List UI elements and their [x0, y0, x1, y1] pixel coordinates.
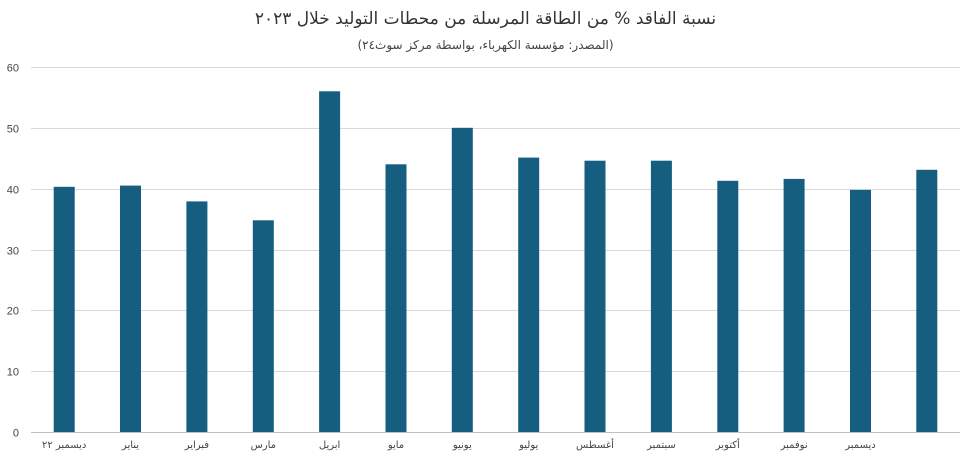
chart-title: نسبة الفاقد % من الطاقة المرسلة من محطات… [254, 9, 717, 29]
x-tick-label: ديسمبر ٢٢ [42, 440, 86, 451]
bar [650, 160, 672, 432]
y-tick-label: 30 [7, 246, 19, 258]
x-tick-label: يناير [121, 440, 139, 451]
x-tick-label: نوفمبر [780, 440, 808, 451]
x-tick-label: ديسمبر [844, 440, 875, 451]
bar [120, 185, 141, 432]
bar [252, 220, 274, 432]
bar [186, 201, 208, 432]
bar [783, 178, 805, 432]
bar [451, 127, 473, 433]
x-tick-label: مارس [251, 440, 276, 451]
y-tick-label: 0 [13, 428, 19, 440]
bar [319, 91, 341, 433]
bar [717, 180, 739, 432]
bar [916, 169, 938, 433]
bar [518, 157, 540, 432]
x-tick-label: يونيو [452, 440, 472, 451]
x-tick-label: سبتمبر [646, 440, 676, 451]
y-tick-label: 60 [7, 63, 19, 75]
chart-subtitle: (المصدر: مؤسسة الكهرباء، بواسطة مركز سوث… [357, 38, 614, 52]
y-tick-label: 20 [7, 306, 19, 318]
x-tick-label: أكتوبر [715, 438, 740, 451]
bar [53, 186, 75, 432]
x-tick-label: أغسطس [576, 438, 614, 451]
bar [850, 189, 871, 432]
y-tick-label: 40 [7, 185, 19, 197]
x-tick-label: يوليو [518, 440, 538, 451]
bar [584, 160, 606, 432]
x-tick-label: ابريل [319, 440, 340, 451]
y-tick-label: 10 [7, 367, 19, 379]
x-tick-label: فبراير [184, 440, 210, 451]
bar [385, 164, 407, 433]
y-tick-label: 50 [7, 124, 19, 136]
x-tick-label: مايو [387, 440, 404, 451]
